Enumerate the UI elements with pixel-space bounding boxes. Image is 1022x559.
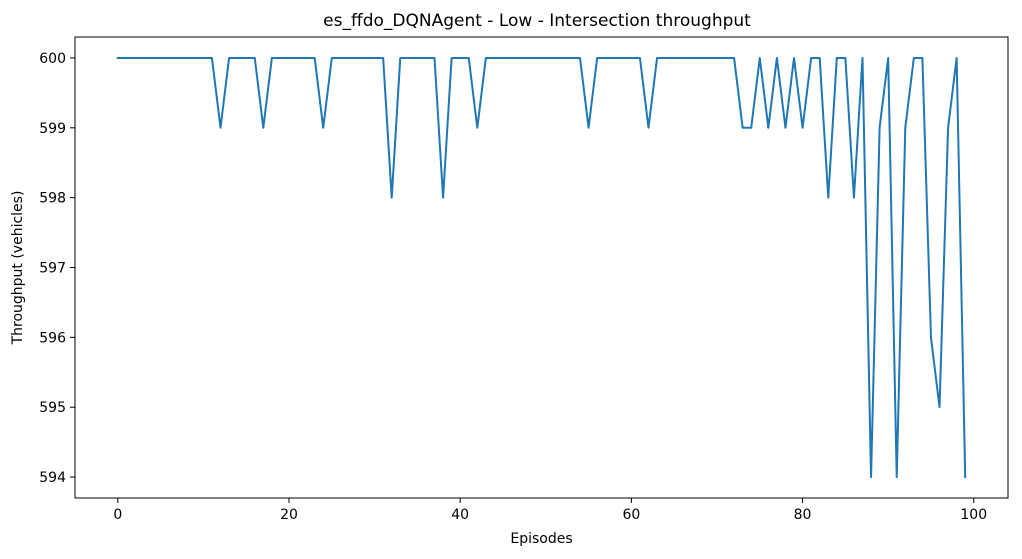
x-tick-label: 20 bbox=[280, 507, 298, 523]
series-layer bbox=[116, 56, 967, 479]
x-axis-ticks: 0 20 40 60 80 100 bbox=[113, 498, 987, 523]
y-tick-label: 594 bbox=[39, 470, 66, 486]
x-tick-label: 0 bbox=[113, 507, 122, 523]
y-tick-label: 595 bbox=[39, 400, 66, 416]
x-axis-label: Episodes bbox=[510, 531, 572, 547]
x-tick-label: 80 bbox=[794, 507, 812, 523]
x-tick-label: 100 bbox=[960, 507, 987, 523]
plot-frame bbox=[74, 36, 1009, 499]
y-tick-label: 597 bbox=[39, 261, 66, 277]
y-tick-label: 596 bbox=[39, 330, 66, 346]
chart-title: es_ffdo_DQNAgent - Low - Intersection th… bbox=[323, 11, 751, 31]
x-tick-label: 40 bbox=[451, 507, 469, 523]
y-tick-label: 599 bbox=[39, 121, 66, 137]
y-tick-label: 598 bbox=[39, 191, 66, 207]
y-tick-label: 600 bbox=[39, 51, 66, 67]
y-axis-label: Throughput (vehicles) bbox=[10, 191, 26, 346]
y-axis-ticks: 594 595 596 597 598 599 600 bbox=[39, 51, 75, 486]
plot-area bbox=[75, 37, 1008, 498]
series-line bbox=[116, 56, 967, 479]
x-tick-label: 60 bbox=[622, 507, 640, 523]
